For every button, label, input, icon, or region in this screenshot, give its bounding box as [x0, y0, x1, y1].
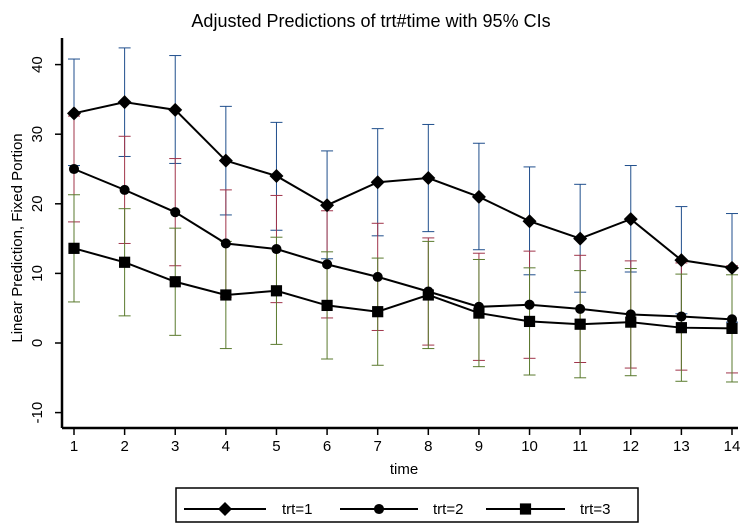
data-point-diamond [218, 153, 233, 168]
data-point-diamond [67, 106, 81, 121]
series-line [73, 168, 733, 321]
data-point-diamond [674, 253, 689, 268]
data-point-circle [271, 244, 282, 255]
y-tick-label: 20 [29, 195, 46, 212]
x-tick-label: 12 [622, 438, 639, 455]
data-point-diamond [370, 175, 385, 190]
y-tick-label: 10 [29, 265, 46, 282]
data-point-diamond [168, 102, 183, 117]
series-line [73, 247, 733, 330]
data-point-circle [575, 303, 586, 314]
y-axis-label: Linear Prediction, Fixed Portion [9, 133, 26, 342]
x-tick-label: 7 [374, 438, 382, 455]
data-point-diamond [573, 231, 588, 246]
x-tick-label: 9 [475, 438, 483, 455]
y-tick-label: 30 [29, 126, 46, 143]
x-tick-label: 4 [222, 438, 230, 455]
data-point-square [270, 285, 283, 297]
data-point-circle [68, 163, 80, 175]
data-point-square [726, 322, 738, 334]
data-point-square [675, 322, 687, 334]
data-point-square [519, 503, 532, 515]
y-tick-label: 40 [29, 56, 46, 73]
data-point-square [169, 276, 181, 288]
data-point-circle [322, 259, 333, 270]
data-point-diamond [218, 502, 232, 516]
data-point-circle [373, 503, 385, 515]
data-point-diamond [623, 212, 638, 227]
data-point-diamond [522, 214, 537, 229]
data-point-circle [726, 314, 738, 325]
legend-entry: trt=3 [486, 501, 610, 518]
data-point-square [321, 299, 333, 312]
x-tick-label: 11 [572, 438, 588, 455]
x-tick-label: 3 [171, 438, 179, 455]
x-tick-label: 2 [120, 438, 128, 455]
data-point-square [523, 315, 536, 328]
legend-entry: trt=2 [340, 501, 463, 518]
x-tick-label: 10 [521, 438, 538, 455]
data-point-diamond [471, 189, 486, 204]
x-tick-label: 8 [424, 438, 432, 455]
x-tick-label: 6 [323, 438, 331, 455]
data-point-diamond [269, 168, 284, 183]
x-axis-label: time [390, 461, 418, 478]
data-point-square [220, 289, 232, 301]
x-tick-label: 13 [673, 438, 690, 455]
x-tick-label: 14 [724, 438, 741, 455]
data-point-diamond [725, 260, 739, 275]
data-point-circle [119, 184, 130, 195]
data-point-diamond [421, 171, 436, 186]
data-point-square [119, 256, 131, 268]
y-tick-label: 0 [29, 339, 46, 347]
legend-label: trt=2 [433, 501, 463, 518]
x-tick-label: 5 [272, 438, 280, 455]
data-point-circle [170, 207, 181, 218]
confidence-interval-bars [68, 47, 738, 383]
data-point-diamond [117, 95, 132, 110]
legend: trt=1 trt=2 trt=3 [175, 487, 639, 523]
data-point-circle [372, 271, 383, 282]
data-point-square [625, 316, 637, 328]
data-point-diamond [320, 198, 335, 213]
data-point-circle [524, 299, 535, 310]
data-point-square [473, 307, 485, 319]
data-point-square [372, 306, 384, 318]
data-point-circle [220, 238, 231, 249]
y-tick-label: -10 [29, 402, 46, 424]
chart-title: Adjusted Predictions of trt#time with 95… [191, 11, 550, 31]
data-point-square [574, 318, 586, 330]
data-point-square [68, 242, 80, 254]
series-lines [73, 101, 733, 330]
legend-box [175, 487, 639, 523]
legend-entry: trt=1 [184, 501, 312, 518]
legend-label: trt=3 [580, 501, 610, 518]
legend-label: trt=1 [282, 501, 312, 518]
data-point-circle [676, 311, 687, 322]
series-line [73, 101, 733, 269]
x-tick-label: 1 [70, 438, 78, 455]
series-markers [67, 95, 739, 334]
data-point-square [422, 289, 434, 301]
